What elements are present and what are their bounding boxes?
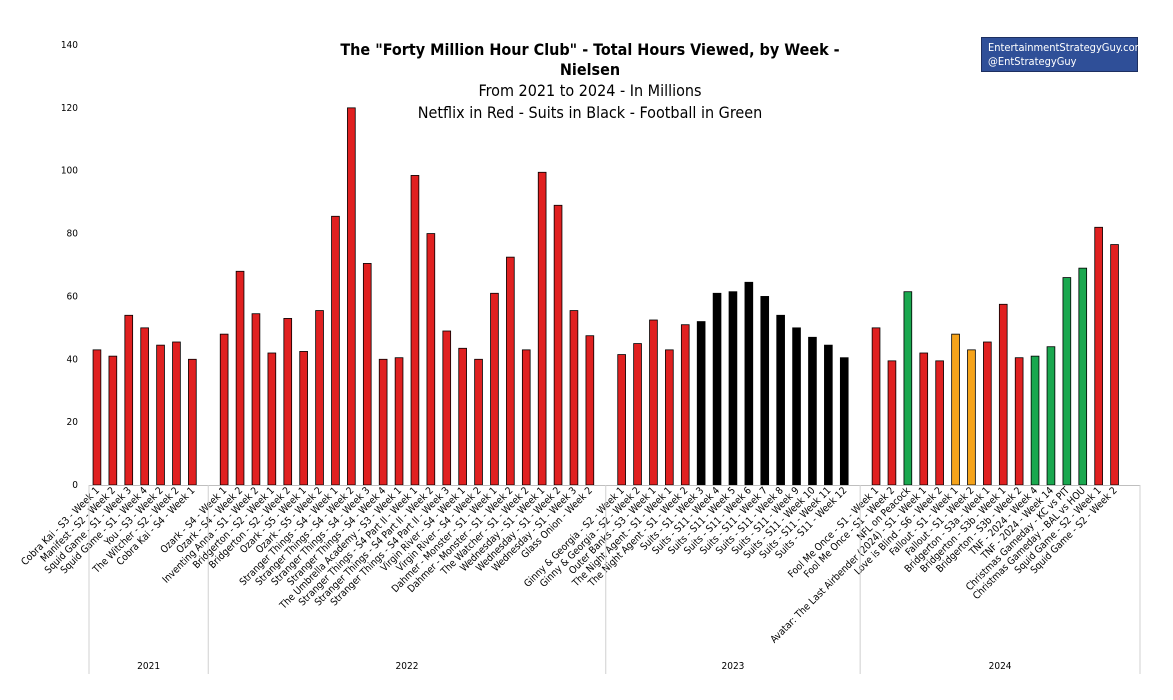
y-tick-label: 100 bbox=[61, 166, 78, 177]
bar bbox=[156, 344, 165, 486]
bar bbox=[108, 355, 118, 486]
bar bbox=[299, 351, 308, 486]
bar bbox=[1078, 267, 1088, 486]
bar bbox=[235, 270, 245, 486]
bar bbox=[267, 352, 277, 486]
bar bbox=[1030, 355, 1040, 486]
bar bbox=[140, 327, 149, 486]
year-label: 2023 bbox=[722, 661, 745, 672]
bar bbox=[665, 349, 674, 486]
bar bbox=[919, 352, 929, 486]
chart-title-block: The "Forty Million Hour Club" - Total Ho… bbox=[340, 40, 840, 124]
bar bbox=[824, 344, 833, 486]
bar bbox=[760, 296, 770, 486]
y-tick-label: 60 bbox=[67, 291, 79, 302]
year-label: 2022 bbox=[396, 661, 419, 672]
bar bbox=[474, 358, 483, 486]
bar bbox=[744, 281, 754, 486]
bar bbox=[426, 233, 436, 486]
bar bbox=[1094, 226, 1103, 486]
bar bbox=[792, 327, 801, 486]
year-label: 2021 bbox=[137, 661, 160, 672]
bar bbox=[808, 336, 817, 486]
bar bbox=[649, 319, 658, 486]
bar bbox=[506, 256, 515, 486]
bar bbox=[887, 360, 897, 486]
bar bbox=[394, 357, 404, 486]
bar bbox=[124, 314, 134, 486]
bar bbox=[283, 318, 293, 486]
bar bbox=[839, 357, 849, 486]
bar bbox=[219, 333, 229, 486]
y-tick-label: 140 bbox=[61, 40, 78, 51]
bar bbox=[378, 358, 388, 486]
bar bbox=[903, 291, 913, 486]
bar bbox=[776, 314, 785, 486]
bar bbox=[490, 292, 499, 486]
y-tick-label: 40 bbox=[67, 354, 79, 365]
bar bbox=[680, 324, 690, 486]
year-label: 2024 bbox=[989, 661, 1012, 672]
bar bbox=[569, 310, 579, 486]
bar bbox=[617, 354, 626, 486]
bar bbox=[188, 358, 197, 486]
bar bbox=[951, 333, 960, 486]
bar bbox=[633, 343, 642, 486]
bar bbox=[553, 204, 563, 486]
bar bbox=[458, 347, 467, 486]
bar bbox=[585, 335, 595, 486]
bar bbox=[712, 292, 722, 486]
bar bbox=[728, 291, 738, 486]
bar bbox=[251, 313, 261, 486]
bar bbox=[1062, 277, 1072, 486]
bar bbox=[967, 349, 976, 486]
credit-box: EntertainmentStrategyGuy.com @EntStrateg… bbox=[981, 37, 1145, 72]
chart-subtitle-1: From 2021 to 2024 - In Millions bbox=[478, 81, 702, 100]
bar bbox=[172, 341, 181, 486]
bar bbox=[315, 310, 324, 486]
chart-title: The "Forty Million Hour Club" - Total Ho… bbox=[340, 40, 840, 79]
chart-subtitle-2: Netflix in Red - Suits in Black - Footba… bbox=[417, 103, 763, 122]
bar bbox=[331, 215, 340, 486]
bar bbox=[998, 303, 1008, 486]
bar bbox=[537, 171, 547, 486]
bar bbox=[696, 321, 706, 486]
bar bbox=[1046, 346, 1056, 486]
bar bbox=[362, 263, 372, 486]
bar bbox=[1110, 244, 1119, 486]
bar bbox=[983, 341, 992, 486]
y-tick-label: 120 bbox=[61, 103, 78, 114]
bar bbox=[347, 107, 356, 486]
credit-handle: @EntStrategyGuy bbox=[988, 55, 1077, 68]
credit-website: EntertainmentStrategyGuy.com bbox=[988, 41, 1145, 54]
y-tick-label: 80 bbox=[67, 229, 79, 240]
bars bbox=[92, 107, 1119, 486]
bar bbox=[935, 360, 944, 486]
bar bbox=[521, 349, 531, 486]
y-tick-label: 20 bbox=[67, 417, 79, 428]
bar bbox=[92, 349, 102, 486]
y-axis: 0 20 40 60 80 100 120 140 bbox=[61, 40, 78, 491]
bar bbox=[871, 327, 881, 486]
bar bbox=[442, 330, 452, 486]
bar bbox=[410, 175, 420, 486]
y-tick-label: 0 bbox=[72, 480, 78, 491]
bar bbox=[1014, 357, 1024, 486]
